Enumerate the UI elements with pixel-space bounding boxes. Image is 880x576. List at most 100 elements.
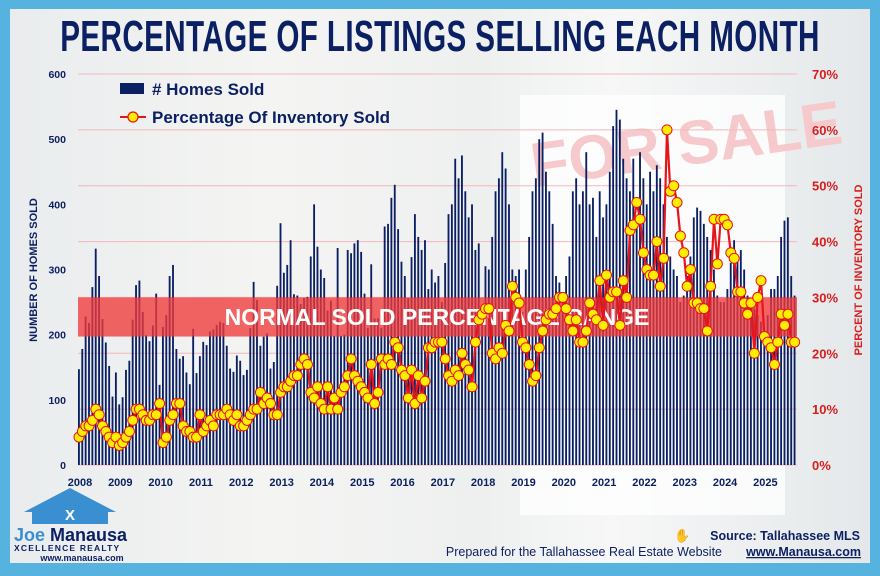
bar <box>121 397 124 465</box>
bar <box>487 269 490 465</box>
bar <box>477 243 480 465</box>
data-point <box>372 386 384 398</box>
bar <box>440 302 443 465</box>
bar <box>749 315 752 465</box>
bar <box>363 293 366 465</box>
bar <box>172 264 174 465</box>
x-tick-label: 2008 <box>68 477 92 489</box>
x-tick-label: 2012 <box>229 477 253 489</box>
data-point <box>369 398 381 410</box>
y-tick-label: 600 <box>48 69 66 81</box>
y2-tick-label: 40% <box>812 235 838 250</box>
data-point <box>322 381 334 393</box>
normal-range-band <box>78 297 797 337</box>
bar <box>303 298 305 465</box>
data-point <box>338 381 350 393</box>
bar <box>252 281 255 465</box>
bar <box>145 335 148 465</box>
chart-frame: FOR SALE NORMAL SOLD PERCENTAGE RANGE 0%… <box>10 9 870 563</box>
bar <box>413 214 416 465</box>
website-link[interactable]: www.Manausa.com <box>745 545 861 559</box>
bar <box>481 315 484 465</box>
bar <box>148 341 151 465</box>
data-point <box>560 303 572 315</box>
data-point <box>231 409 243 421</box>
bar <box>709 249 712 465</box>
bar <box>699 210 702 465</box>
bar <box>316 246 319 465</box>
bar <box>447 214 450 465</box>
bar <box>256 300 258 465</box>
logo-name-joe: Joe <box>14 525 45 545</box>
logo-url: www.manausa.com <box>39 553 123 563</box>
bar <box>282 272 285 465</box>
bar <box>736 256 739 465</box>
x-tick-label: 2024 <box>713 477 738 489</box>
x-tick-label: 2011 <box>189 477 213 489</box>
logo-x-icon: X <box>65 507 75 524</box>
data-point <box>789 336 801 348</box>
y-axis-label-left: NUMBER OF HOMES SOLD <box>28 198 40 342</box>
bar <box>111 396 114 465</box>
bar <box>763 334 766 465</box>
data-point <box>271 409 283 421</box>
data-point <box>439 353 451 365</box>
x-tick-label: 2018 <box>471 477 495 489</box>
bar <box>726 289 729 465</box>
bar <box>138 280 141 465</box>
data-point <box>506 280 518 292</box>
data-point <box>768 358 780 370</box>
bar <box>790 276 793 465</box>
bar <box>672 269 675 465</box>
bar <box>131 319 134 465</box>
data-point <box>392 342 404 354</box>
data-point <box>637 247 649 259</box>
data-point <box>600 269 612 281</box>
y2-tick-label: 50% <box>812 179 838 194</box>
bar <box>511 269 514 465</box>
bar <box>165 315 168 465</box>
bar <box>88 322 90 465</box>
data-point <box>648 269 660 281</box>
bar <box>81 349 84 465</box>
data-point <box>416 392 428 404</box>
bar <box>776 276 779 465</box>
y2-tick-label: 60% <box>812 123 838 138</box>
bar <box>205 345 208 465</box>
data-point <box>523 358 535 370</box>
bar <box>286 264 289 465</box>
source-text: Source: Tallahassee MLS <box>710 529 860 543</box>
data-point <box>530 370 542 382</box>
x-tick-label: 2021 <box>592 477 616 489</box>
bar <box>437 276 440 465</box>
bar <box>746 295 749 465</box>
bar <box>561 295 564 465</box>
bar <box>158 384 161 465</box>
axes: 0% 10% 20% 30% 40% 50% 60% 70% 0 100 200 300 400 500 6… <box>48 67 838 489</box>
logo-name-manausa: Manausa <box>50 525 128 545</box>
data-point <box>93 409 105 421</box>
bar <box>249 328 252 465</box>
y-tick-label: 500 <box>48 134 66 146</box>
bar <box>760 321 762 465</box>
bar <box>91 287 94 465</box>
data-point <box>752 291 764 303</box>
x-tick-label: 2009 <box>108 477 132 489</box>
bar <box>212 329 215 465</box>
data-point <box>651 236 663 248</box>
bar <box>343 334 346 465</box>
x-tick-label: 2022 <box>632 477 656 489</box>
y2-tick-label: 30% <box>812 290 838 305</box>
data-point <box>496 347 508 359</box>
data-point <box>456 347 468 359</box>
x-tick-label: 2013 <box>269 477 293 489</box>
bar <box>108 365 111 465</box>
data-point <box>611 286 623 298</box>
legend-label-percentage: Percentage Of Inventory Sold <box>152 108 390 127</box>
data-point <box>301 358 313 370</box>
data-point <box>167 409 179 421</box>
legend-marker <box>127 111 139 123</box>
data-point <box>772 336 784 348</box>
data-point <box>365 358 377 370</box>
bar <box>84 316 87 465</box>
